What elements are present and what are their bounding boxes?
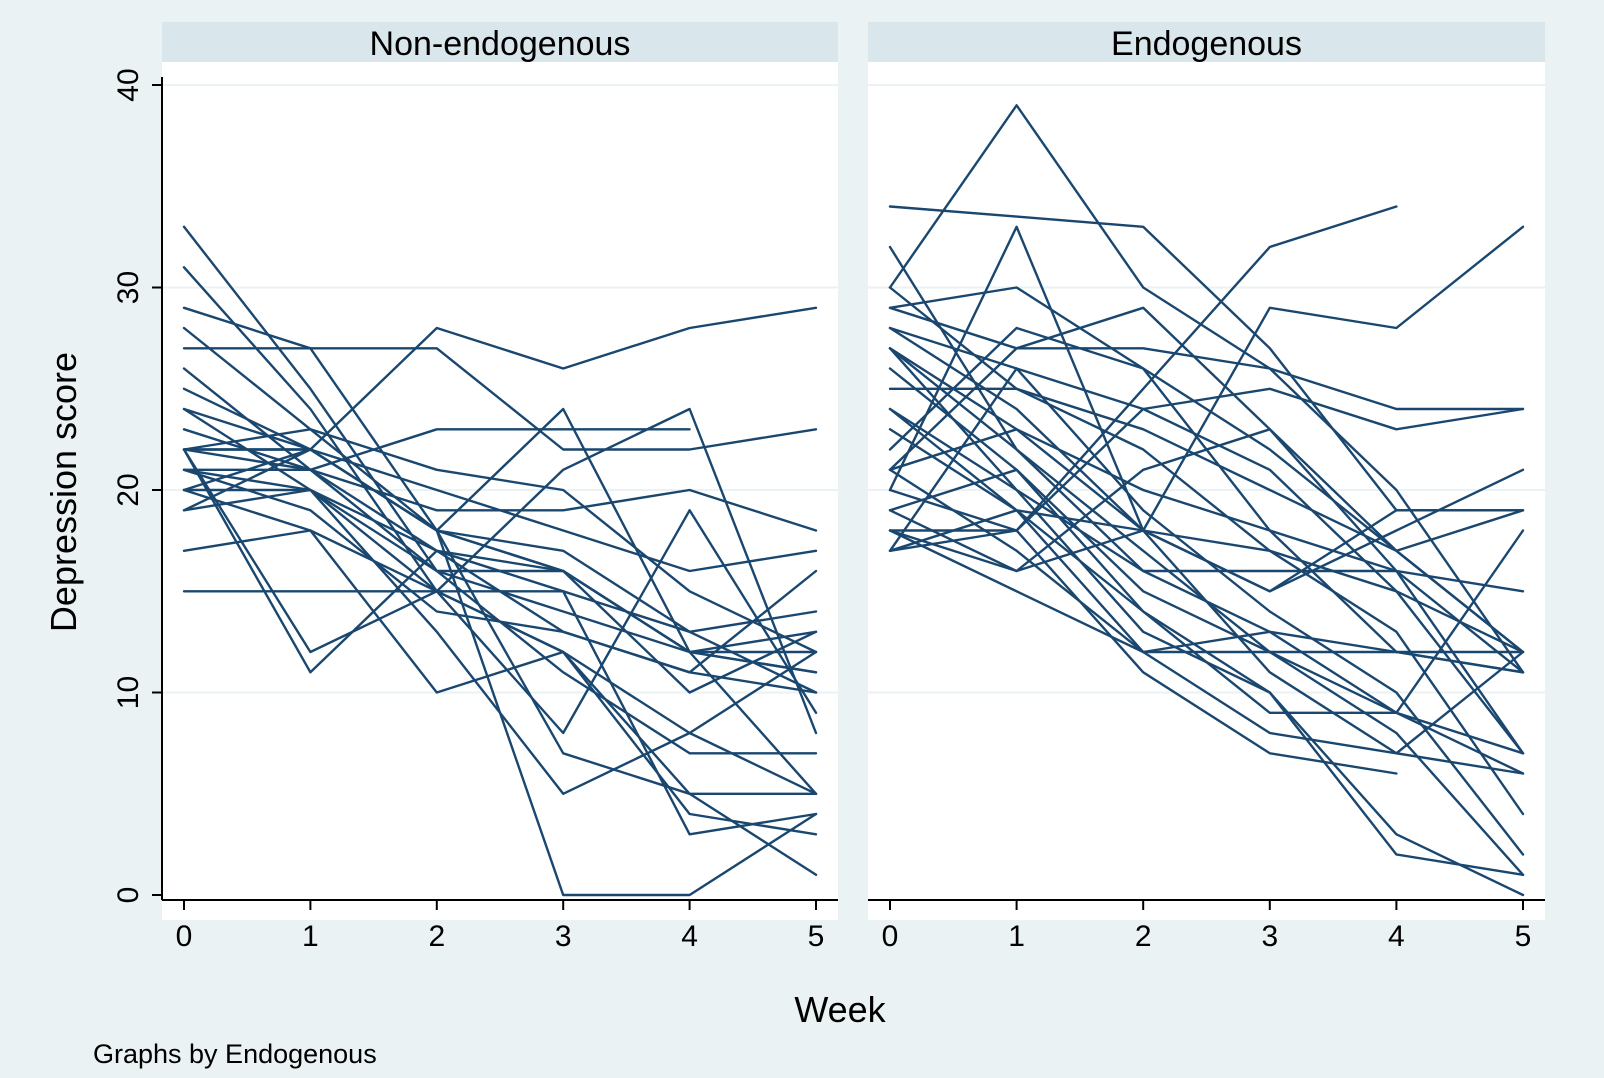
series-line	[182, 326, 818, 654]
series-line	[888, 326, 1525, 755]
series-line	[182, 488, 818, 633]
x-tick-label: 2	[1135, 920, 1152, 953]
x-tick-label: 5	[808, 920, 825, 953]
series-line	[888, 387, 1525, 654]
series-line	[182, 448, 818, 532]
y-tick-label: 20	[112, 473, 145, 506]
y-tick-label: 30	[112, 271, 145, 304]
series-line	[182, 407, 818, 694]
series-line	[888, 205, 1398, 532]
series-line	[888, 347, 1525, 593]
x-tick-label: 3	[1261, 920, 1278, 953]
x-tick-label: 3	[555, 920, 572, 953]
x-tick-label: 4	[1388, 920, 1405, 953]
y-axis-title: Depression score	[43, 352, 84, 632]
series-line	[182, 448, 818, 836]
panel-1: Endogenous 0 1 2 3 4 5	[868, 22, 1545, 953]
panels: Non-endogenous 0 1 2 3 4 5 0 10 20 30 40 Endogenous 0…	[112, 22, 1545, 953]
series-line	[888, 306, 1525, 552]
x-tick-label: 0	[176, 920, 193, 953]
series-line	[182, 448, 818, 735]
x-tick-label: 2	[428, 920, 445, 953]
series-line	[888, 488, 1398, 775]
series-line	[888, 367, 1525, 856]
series-line	[182, 428, 818, 654]
panel-title: Non-endogenous	[370, 25, 631, 63]
x-tick-label: 4	[681, 920, 698, 953]
series-line	[888, 468, 1525, 775]
series-line	[888, 347, 1525, 674]
series-line	[888, 387, 1525, 552]
graph-note: Graphs by Endogenous	[93, 1039, 377, 1069]
panel-header	[868, 22, 1545, 62]
series-line	[888, 367, 1525, 876]
series-line	[182, 448, 818, 876]
x-tick-label: 1	[302, 920, 319, 953]
series-line	[182, 407, 818, 735]
x-tick-label: 5	[1515, 920, 1532, 953]
series-line	[888, 509, 1525, 897]
y-tick-label: 40	[112, 68, 145, 101]
series-line	[888, 407, 1525, 755]
y-tick-label: 0	[112, 887, 145, 904]
panel-0: Non-endogenous 0 1 2 3 4 5 0 10 20 30 40	[112, 22, 838, 953]
series-line	[888, 225, 1525, 573]
series-line	[182, 347, 818, 451]
y-tick-label: 10	[112, 676, 145, 709]
series-line	[888, 468, 1525, 714]
series-line	[182, 407, 818, 795]
series-line	[888, 306, 1525, 411]
series-line	[182, 488, 818, 755]
x-tick-label: 0	[882, 920, 899, 953]
series-line	[182, 488, 818, 795]
panel-title: Endogenous	[1111, 25, 1302, 63]
series-line	[888, 428, 1525, 755]
series-line	[888, 428, 1525, 816]
x-axis-title: Week	[794, 989, 886, 1030]
panel-header	[162, 22, 838, 62]
x-tick-label: 1	[1008, 920, 1025, 953]
series-line	[182, 529, 818, 836]
